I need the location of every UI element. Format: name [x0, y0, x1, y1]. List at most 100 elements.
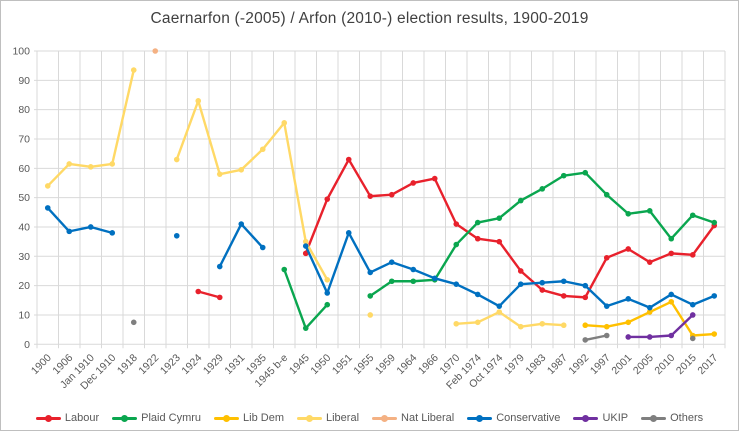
- data-point: [517, 323, 524, 330]
- legend-marker-icon: [573, 414, 599, 422]
- data-point: [668, 235, 675, 242]
- data-point: [646, 304, 653, 311]
- y-axis-labels: 0 10 20 30 40 50 60 70 80 90 100: [12, 46, 30, 351]
- series-labour: [195, 156, 718, 301]
- chart-title: Caernarfon (-2005) / Arfon (2010-) elect…: [150, 10, 589, 27]
- x-tick-label: 1918: [115, 352, 140, 377]
- data-point: [216, 263, 223, 270]
- data-point: [603, 254, 610, 261]
- data-point: [496, 238, 503, 245]
- data-point: [668, 250, 675, 257]
- x-tick-label: 1955: [351, 352, 376, 377]
- data-point: [173, 232, 180, 239]
- data-point: [689, 335, 696, 342]
- data-point: [431, 175, 438, 182]
- data-point: [324, 196, 331, 202]
- legend-item-nat-liberal: Nat Liberal: [372, 412, 454, 424]
- legend-item-liberal: Liberal: [297, 412, 359, 424]
- data-point: [711, 293, 718, 299]
- data-point: [474, 235, 481, 242]
- series-ukip: [625, 312, 696, 340]
- series-conservative: [44, 205, 718, 311]
- legend-label: UKIP: [602, 412, 629, 424]
- legend-label: Conservative: [496, 412, 561, 424]
- data-point: [109, 161, 116, 167]
- data-point: [603, 191, 610, 198]
- legend-marker-dot-icon: [306, 414, 313, 422]
- x-tick-label: 1924: [179, 352, 204, 377]
- data-point: [496, 303, 503, 309]
- data-point: [582, 294, 589, 301]
- data-point: [603, 323, 610, 330]
- legend-marker-icon: [214, 414, 240, 422]
- data-point: [66, 228, 73, 235]
- legend-marker-dot-icon: [44, 414, 52, 422]
- x-tick-label: 1997: [588, 352, 613, 377]
- series-line: [304, 231, 716, 309]
- data-point: [496, 309, 503, 315]
- data-point: [560, 293, 567, 299]
- data-point: [496, 215, 503, 221]
- y-tick-label: 80: [18, 104, 30, 116]
- data-point: [152, 48, 159, 54]
- data-point: [668, 298, 675, 305]
- data-point: [324, 276, 331, 283]
- x-tick-label: 1923: [158, 352, 183, 377]
- data-point: [517, 281, 524, 287]
- data-point: [517, 197, 524, 204]
- data-point: [560, 322, 567, 329]
- data-point: [560, 278, 567, 285]
- y-tick-label: 50: [18, 192, 30, 204]
- data-point: [689, 301, 696, 308]
- y-tick-label: 0: [24, 339, 30, 351]
- data-point: [410, 278, 417, 285]
- data-point: [582, 337, 589, 343]
- data-point: [281, 120, 288, 126]
- legend-label: Nat Liberal: [401, 412, 455, 424]
- x-tick-label: 1979: [502, 352, 527, 377]
- data-point: [539, 186, 546, 192]
- y-tick-label: 90: [18, 75, 30, 87]
- x-tick-label: 2005: [631, 352, 656, 377]
- y-tick-label: 10: [18, 309, 30, 321]
- series-line: [584, 334, 608, 342]
- legend-marker-dot-icon: [582, 414, 590, 422]
- data-point: [367, 293, 374, 299]
- legend-item-ukip: UKIP: [573, 412, 628, 424]
- legend-marker-icon: [467, 414, 493, 422]
- x-tick-label: 1987: [545, 352, 570, 377]
- x-tick-label: 1922: [136, 352, 161, 377]
- series-line: [218, 222, 264, 268]
- y-tick-label: 20: [18, 280, 30, 292]
- legend-marker-icon: [35, 414, 61, 422]
- data-point: [410, 266, 417, 273]
- data-point: [302, 238, 309, 245]
- legend-marker-icon: [112, 414, 138, 422]
- legend-item-lib-dem: Lib Dem: [214, 412, 284, 424]
- x-tick-label: 1959: [373, 352, 398, 377]
- data-point: [195, 288, 202, 295]
- data-point: [109, 230, 116, 236]
- data-point: [689, 252, 696, 258]
- data-point: [603, 332, 610, 339]
- x-tick-label: 1951: [330, 352, 355, 377]
- data-point: [625, 246, 632, 252]
- data-point: [603, 303, 610, 309]
- data-point: [474, 219, 481, 226]
- series-line: [197, 290, 221, 299]
- data-point: [388, 191, 395, 198]
- data-point: [668, 291, 675, 298]
- data-point: [324, 301, 331, 308]
- legend-label: Labour: [64, 412, 100, 424]
- data-point: [345, 156, 352, 163]
- data-point: [259, 244, 266, 251]
- legend-marker-dot-icon: [223, 414, 231, 422]
- legend-marker-dot-icon: [121, 414, 129, 422]
- data-point: [582, 169, 589, 176]
- x-tick-label: 2017: [695, 352, 720, 377]
- data-point: [539, 279, 546, 286]
- y-tick-label: 70: [18, 133, 30, 145]
- x-tick-label: 1929: [201, 352, 226, 377]
